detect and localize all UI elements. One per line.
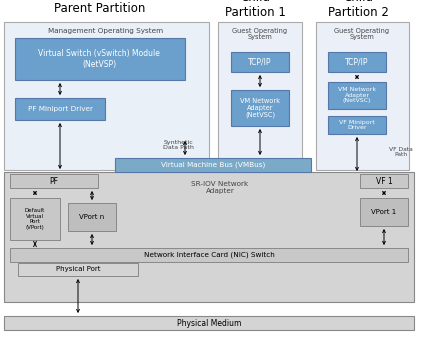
Bar [4, 22, 209, 170]
Text: VF 1: VF 1 [376, 177, 392, 186]
Text: VF Miniport
Driver: VF Miniport Driver [339, 120, 375, 130]
Bar [10, 174, 98, 188]
Bar [231, 52, 289, 72]
Bar [15, 38, 185, 80]
Text: PF Miniport Driver: PF Miniport Driver [28, 106, 92, 112]
Text: Physical Medium: Physical Medium [177, 319, 241, 328]
Text: Network Interface Card (NIC) Switch: Network Interface Card (NIC) Switch [144, 252, 274, 258]
Bar [115, 158, 311, 172]
Text: TCP/IP: TCP/IP [345, 58, 369, 67]
Bar [218, 22, 302, 170]
Text: VF Data
Path: VF Data Path [389, 146, 413, 157]
Bar [316, 22, 409, 170]
Text: SR-IOV Network
Adapter: SR-IOV Network Adapter [191, 181, 248, 194]
Text: VPort n: VPort n [79, 214, 105, 220]
Text: Guest Operating
System: Guest Operating System [335, 27, 390, 40]
Text: VM Network
Adapter
(NetVSC): VM Network Adapter (NetVSC) [240, 98, 280, 118]
Bar [15, 98, 105, 120]
Bar [4, 316, 414, 330]
Text: PF: PF [50, 177, 59, 186]
Bar [328, 82, 386, 109]
Bar [328, 52, 386, 72]
Text: Management Operating System: Management Operating System [48, 28, 164, 34]
Text: Child
Partition 1: Child Partition 1 [225, 0, 285, 19]
Bar [68, 203, 116, 231]
Text: Default
Virtual
Port
(VPort): Default Virtual Port (VPort) [25, 208, 45, 230]
Text: Guest Operating
System: Guest Operating System [232, 27, 287, 40]
Text: Virtual Switch (vSwitch) Module
(NetVSP): Virtual Switch (vSwitch) Module (NetVSP) [38, 49, 160, 69]
Text: Physical Port: Physical Port [56, 266, 100, 272]
Text: Virtual Machine Bus (VMBus): Virtual Machine Bus (VMBus) [161, 162, 265, 168]
Text: TCP/IP: TCP/IP [248, 58, 272, 67]
Bar [360, 198, 408, 226]
Text: VPort 1: VPort 1 [371, 209, 396, 215]
Bar [328, 116, 386, 134]
Bar [10, 198, 60, 240]
Bar [18, 263, 138, 276]
Bar [4, 172, 414, 302]
Bar [231, 90, 289, 126]
Text: Synthetic
Data Path: Synthetic Data Path [162, 140, 193, 150]
Text: Child
Partition 2: Child Partition 2 [328, 0, 388, 19]
Bar [360, 174, 408, 188]
Text: VM Network
Adapter
(NetVSC): VM Network Adapter (NetVSC) [338, 87, 376, 103]
Bar [10, 248, 408, 262]
Text: Parent Partition: Parent Partition [54, 1, 146, 14]
